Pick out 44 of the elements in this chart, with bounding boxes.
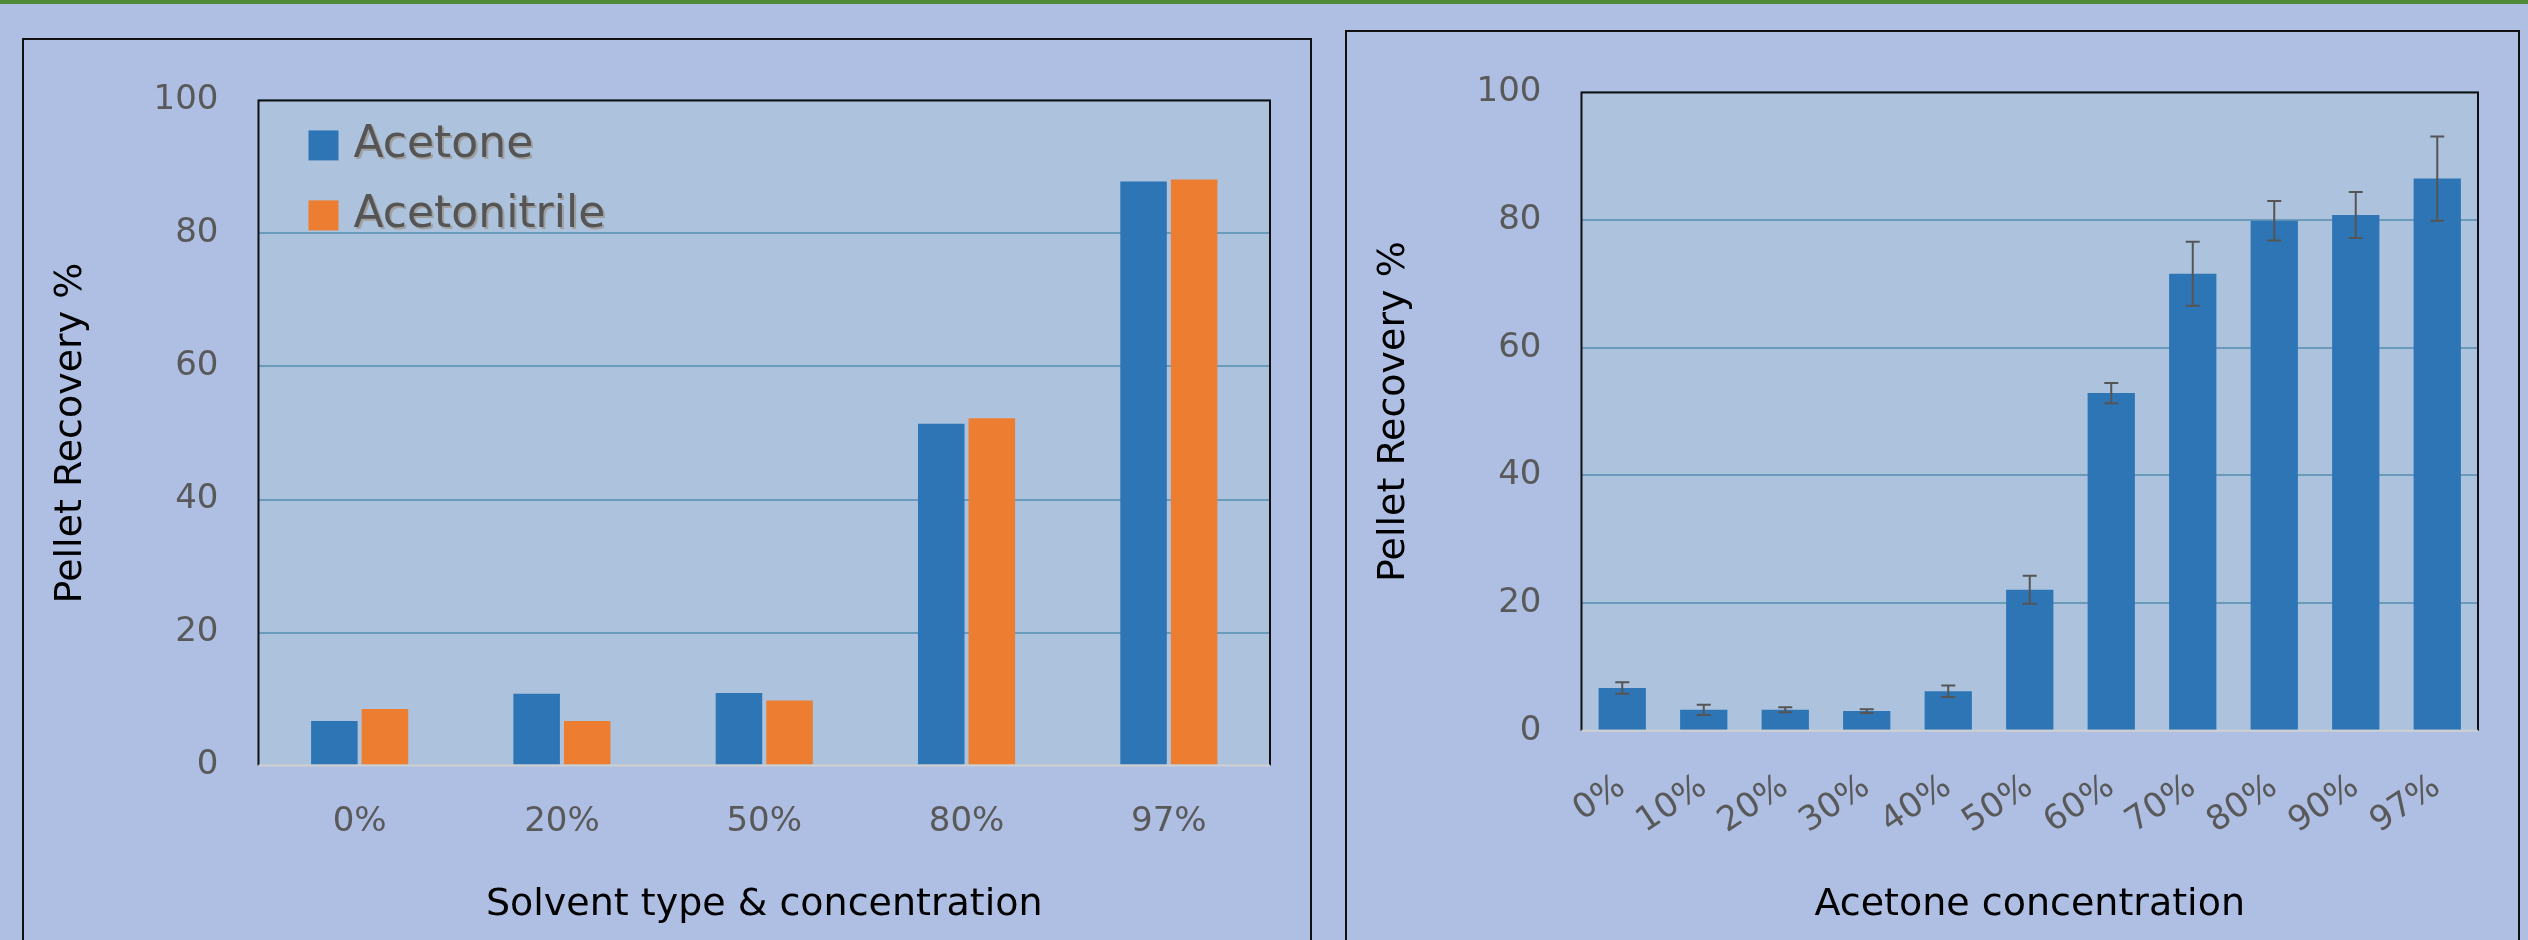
y-tick-label: 60 [1498,324,1542,365]
bar [1924,691,1972,730]
bar [1680,709,1728,730]
bar [2087,393,2135,730]
bar [2006,589,2054,730]
bar [311,721,358,765]
bar [361,709,409,765]
x-tick-label: 80% [928,798,1005,839]
bar [968,418,1016,765]
y-tick-label: 0 [1519,707,1542,748]
bar [766,700,813,765]
y-tick-label: 40 [1498,452,1542,493]
y-tick-label: 0 [196,742,219,783]
bar [1120,181,1167,765]
bar [2413,178,2461,730]
y-axis-title: Pellet Recovery % [1368,241,1413,583]
y-tick-label: 40 [175,476,219,517]
x-tick-label: 0% [332,798,387,839]
y-tick-label: 20 [1498,579,1542,620]
bar [1761,709,1809,730]
y-tick-label: 100 [1476,69,1542,110]
y-tick-label: 60 [175,343,219,384]
x-axis-title: Solvent type & concentration [485,880,1043,925]
bar [2250,220,2298,730]
y-tick-label: 100 [153,77,219,118]
x-tick-label: 97% [1131,798,1207,839]
bar [2169,273,2217,730]
x-axis-title: Acetone concentration [1814,880,2245,925]
y-tick-label: 80 [1498,196,1542,237]
y-tick-label: 20 [175,609,219,650]
y-tick-label: 80 [175,210,219,251]
bar [563,721,611,765]
bar [1170,179,1218,765]
bar [1598,688,1646,730]
legend-label: Acetonitrile [355,187,608,239]
legend-label: Acetone [353,115,534,167]
bar [513,693,560,765]
bar [2332,214,2380,730]
x-tick-label: 20% [524,798,600,839]
bar [715,693,763,765]
bar [1843,711,1891,730]
bar [918,423,965,765]
x-tick-label: 50% [726,798,803,839]
y-axis-title: Pellet Recovery % [45,262,90,604]
